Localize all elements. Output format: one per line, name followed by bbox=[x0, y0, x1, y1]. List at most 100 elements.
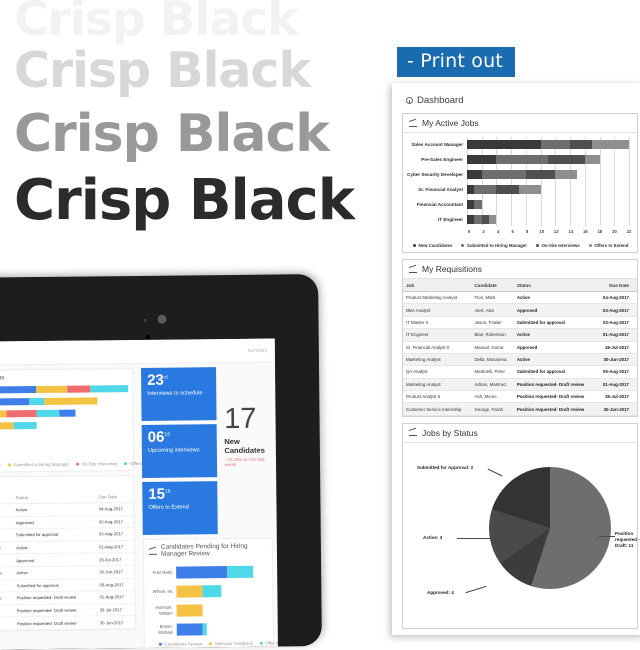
bar-track bbox=[467, 185, 629, 194]
bar-segment bbox=[202, 622, 207, 635]
axis-tick: 2 bbox=[482, 229, 485, 234]
card-header: Candidates Pending for Hiring Manager Re… bbox=[144, 539, 272, 562]
kpi-value: 17 bbox=[223, 402, 257, 436]
active-jobs-chart: Sales Account Manager Pre-Sales Engineer C… bbox=[403, 133, 637, 240]
bar-segment bbox=[227, 565, 254, 578]
bar-segment bbox=[474, 185, 497, 194]
kpi-section: 23cf Interviews to schedule 0616 Upcoming i… bbox=[137, 363, 277, 535]
bar-segment bbox=[467, 215, 475, 224]
legend-swatch bbox=[588, 244, 592, 247]
table-cell: 26-Jul-2017 bbox=[97, 552, 135, 566]
bar-track bbox=[0, 433, 129, 442]
legend-item: Submitted to Hiring Manager bbox=[7, 462, 69, 468]
table-cell: DBA Analyst bbox=[403, 303, 472, 317]
legend-label: New Candidates bbox=[418, 243, 453, 248]
bar-track bbox=[176, 565, 266, 579]
print-out-document: Dashboard My Active Jobs Sales Account M… bbox=[392, 83, 640, 635]
table-cell: 03-Aug-2017 bbox=[595, 303, 637, 317]
screen-toolbar-action[interactable]: Summary bbox=[247, 347, 267, 353]
card-my-requisitions: My Requisitions Job Candidate Status Due Da… bbox=[402, 259, 638, 417]
table-row[interactable]: Sr. Financial Analyst II Manuel, Guma Appr… bbox=[403, 341, 637, 354]
table-cell: Jason, Fowler bbox=[0, 528, 14, 543]
document-title-row: Dashboard bbox=[406, 95, 640, 106]
kpi-tile[interactable]: 1516 Offers to Extend bbox=[142, 481, 218, 535]
chart-bar-row: Wilson, Ira bbox=[146, 584, 266, 598]
bar-segment bbox=[6, 409, 37, 417]
card-jobs-by-status: Jobs by Status Submitted for Approval: 2… bbox=[402, 422, 640, 629]
bar-label: Harrison, William bbox=[155, 605, 173, 616]
table-row[interactable]: Marketing Analyst Adrian, Martinez Positio… bbox=[403, 378, 637, 392]
table-cell: 26-Jul-2017 bbox=[595, 341, 637, 354]
legend-label: Interview Feedback bbox=[214, 640, 253, 647]
table-row[interactable]: Product Analyst II Ash, Mcree Position req… bbox=[403, 390, 637, 404]
table-cell: QA Analyst bbox=[403, 365, 472, 379]
bar-segment bbox=[467, 140, 541, 149]
table-cell: Della, Macarena bbox=[471, 353, 514, 367]
column-header: Candidate bbox=[0, 492, 14, 505]
bar-segment bbox=[481, 170, 526, 179]
legend-swatch bbox=[535, 244, 539, 247]
chart-bar-row: Harrison, William bbox=[146, 603, 266, 617]
kpi-tile[interactable]: 0616 Upcoming interviews bbox=[141, 424, 217, 478]
table-row[interactable]: Customer Service Internship George, Farah… bbox=[403, 402, 637, 416]
table-cell: Active bbox=[513, 353, 596, 367]
axis-tick: 6 bbox=[511, 229, 514, 234]
table-row[interactable]: Product Marketing Analyst Flori, Mark Acti… bbox=[403, 291, 637, 305]
tablet-chart-bars bbox=[0, 384, 133, 460]
card-title: My Active Jobs bbox=[0, 374, 5, 382]
legend-swatch bbox=[209, 642, 213, 646]
legend-item: New Candidates bbox=[413, 243, 452, 248]
bar-track bbox=[467, 170, 629, 179]
bar-segment bbox=[89, 384, 129, 392]
bar-segment bbox=[0, 397, 30, 405]
legend-item: Candidates Review bbox=[158, 641, 202, 647]
card-header: My Requisitions bbox=[403, 260, 637, 279]
table-cell: Ash, Mcree bbox=[471, 390, 514, 404]
table-cell: Product Marketing Analyst bbox=[403, 291, 472, 305]
pie-leader-line bbox=[465, 585, 487, 593]
legend-label: On-Site Interviews bbox=[81, 461, 118, 467]
bar-segment bbox=[176, 584, 203, 598]
column-header: Due Date bbox=[595, 279, 637, 292]
legend-swatch bbox=[461, 244, 465, 247]
bar-segment bbox=[592, 140, 629, 149]
chart-bar-row: Cyber Security Developer bbox=[405, 169, 629, 180]
table-cell: IT Master II bbox=[403, 316, 472, 330]
bar-segment bbox=[467, 170, 482, 179]
bar-segment bbox=[547, 155, 585, 164]
table-cell: 30-Jun-2017 bbox=[595, 353, 637, 367]
table-row[interactable]: IT Engineer Blair, Robertson Active 01-Aug-… bbox=[403, 328, 637, 342]
bar-segment bbox=[467, 155, 497, 164]
chart-bar-row: Fraz Nady bbox=[146, 565, 266, 579]
table-row[interactable]: QA Analyst Martinelli, Peter Submitted for… bbox=[403, 365, 637, 379]
chart-bar-row: Brown, Michael bbox=[147, 622, 267, 636]
table-cell: Blair, Robertson bbox=[471, 328, 514, 342]
bar-track bbox=[176, 603, 266, 617]
table-cell: 30-Jun-2017 bbox=[595, 402, 637, 416]
kpi-tile[interactable]: 23cf Interviews to schedule bbox=[141, 367, 217, 421]
table-row[interactable]: IT Master II Jason, Fowler Submitted for a… bbox=[403, 316, 637, 330]
legend-label: Submitted to Hiring Manager bbox=[466, 243, 527, 248]
column-header: Job bbox=[403, 279, 472, 292]
table-cell: 03-Aug-2017 bbox=[595, 316, 637, 330]
pie-leader-line bbox=[457, 537, 493, 539]
camera-icon bbox=[157, 314, 167, 324]
card-title: My Requisitions bbox=[422, 264, 482, 274]
table-cell: Position requested- Draft review bbox=[14, 603, 98, 618]
bar-track bbox=[0, 409, 129, 418]
table-row[interactable]: DBA Analyst Alert, Alex Approved 03-Aug-201… bbox=[403, 303, 637, 317]
pie-label-draft: Position requested - Draft: 11 bbox=[615, 530, 640, 549]
bar-track bbox=[467, 215, 629, 224]
bar-segment bbox=[496, 155, 548, 164]
table-row[interactable]: Marketing Analyst Della, Macarena Active 30… bbox=[403, 353, 637, 367]
table-cell: Active bbox=[513, 328, 596, 342]
tile-unit: cf bbox=[163, 374, 168, 381]
legend-item: Submitted to Hiring Manager bbox=[461, 243, 527, 248]
table-cell: Active bbox=[513, 291, 596, 305]
bar-segment bbox=[474, 200, 482, 209]
chart-bar-row: Pre-Sales Engineer bbox=[405, 154, 629, 165]
tablet-device: Dashboard Summary My Active Jobs New Can… bbox=[0, 274, 322, 650]
tile-value: 1516 bbox=[148, 485, 171, 503]
table-cell: Position requested- Draft review bbox=[14, 591, 98, 605]
